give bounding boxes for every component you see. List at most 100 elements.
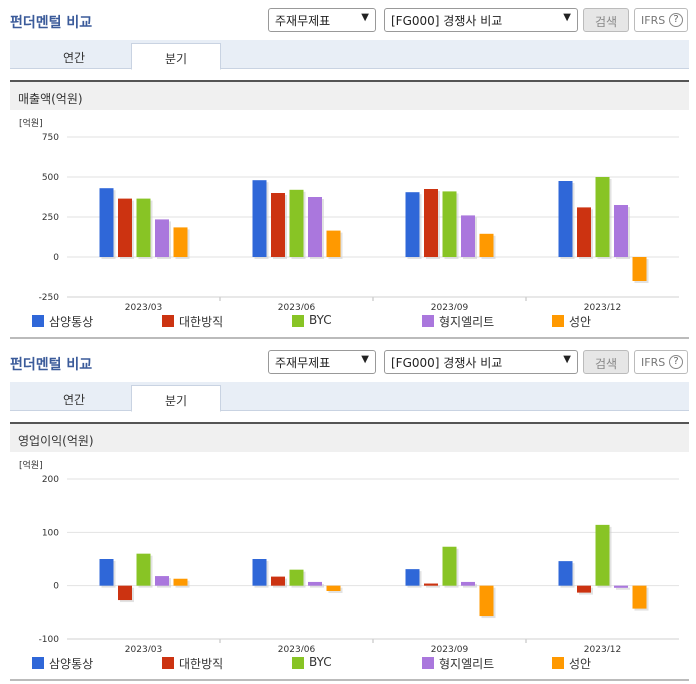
unit-label: [억원]	[19, 117, 43, 129]
bar-1-3[interactable]	[308, 581, 322, 586]
bar-0-0[interactable]	[99, 559, 114, 586]
compare-group-value: [FG000] 경쟁사 비교	[391, 356, 503, 370]
chevron-down-icon: ▼	[563, 12, 571, 23]
legend-swatch	[162, 657, 174, 669]
legend-label: 대한방직	[179, 315, 224, 329]
bar-0-1[interactable]	[118, 198, 132, 257]
bar-0-4[interactable]	[173, 227, 188, 257]
bar-1-2[interactable]	[289, 189, 304, 257]
legend-label: 형지엘리트	[439, 657, 495, 671]
section-title: 펀더멘털 비교	[10, 357, 93, 373]
bar-2-2[interactable]	[442, 546, 457, 586]
bar-0-2[interactable]	[136, 553, 151, 586]
bar-shadow	[463, 583, 477, 588]
fundamental-section-operating-profit: 펀더멘털 비교 주재무제표 ▼ [FG000] 경쟁사 비교 ▼ 검색 IFRS? 연간 분기 영…	[0, 342, 696, 684]
bar-3-3[interactable]	[614, 585, 628, 588]
y-tick-label: 0	[53, 582, 59, 592]
x-tick-label: 2023/09	[431, 645, 469, 652]
bar-2-3[interactable]	[461, 215, 475, 257]
y-tick-label: 250	[42, 213, 59, 223]
bar-2-3[interactable]	[461, 581, 475, 586]
section-divider	[10, 337, 689, 339]
section-header: 펀더멘털 비교 주재무제표 ▼ [FG000] 경쟁사 비교 ▼ 검색 IFRS?	[0, 0, 696, 38]
bar-3-0[interactable]	[558, 561, 573, 586]
section-header: 펀더멘털 비교 주재무제표 ▼ [FG000] 경쟁사 비교 ▼ 검색 IFRS?	[0, 342, 696, 380]
legend-swatch	[552, 657, 564, 669]
chevron-down-icon: ▼	[361, 354, 369, 365]
legend-swatch	[32, 657, 44, 669]
legend-swatch	[292, 315, 304, 327]
bar-chart: [억원] 200 100 0 -100 2023/03 2023/06 2023/09 2023…	[19, 459, 679, 652]
x-tick-label: 2023/06	[278, 303, 316, 310]
y-tick-label: 0	[53, 253, 59, 263]
ifrs-button[interactable]: IFRS?	[634, 350, 688, 374]
legend: 삼양통상 대한방직 BYC 형지엘리트 성안	[0, 654, 696, 672]
bar-1-3[interactable]	[308, 197, 322, 257]
bar-3-3[interactable]	[614, 205, 628, 257]
bar-0-1[interactable]	[118, 585, 132, 601]
legend-label: 삼양통상	[49, 657, 94, 671]
y-tick-label: -100	[39, 635, 60, 645]
bar-3-4[interactable]	[632, 585, 647, 609]
x-tick-label: 2023/03	[125, 303, 162, 310]
bar-1-0[interactable]	[252, 180, 267, 257]
bar-3-0[interactable]	[558, 181, 573, 257]
bar-3-1[interactable]	[577, 585, 591, 593]
ifrs-button[interactable]: IFRS?	[634, 8, 688, 32]
chevron-down-icon: ▼	[563, 354, 571, 365]
bar-0-3[interactable]	[155, 576, 169, 586]
legend-swatch	[32, 315, 44, 327]
bar-1-0[interactable]	[252, 559, 267, 586]
bar-2-2[interactable]	[442, 191, 457, 257]
bar-1-4[interactable]	[326, 585, 341, 591]
legend-label: BYC	[309, 313, 332, 327]
bar-3-4[interactable]	[632, 257, 647, 281]
bar-2-4[interactable]	[479, 233, 494, 257]
legend-swatch	[162, 315, 174, 327]
bar-2-0[interactable]	[405, 569, 420, 586]
y-tick-label: -250	[39, 293, 60, 303]
statement-type-select[interactable]: 주재무제표 ▼	[268, 8, 376, 32]
y-tick-label: 100	[42, 528, 59, 538]
x-tick-label: 2023/12	[584, 303, 621, 310]
bar-2-1[interactable]	[424, 583, 438, 586]
x-tick-label: 2023/06	[278, 645, 316, 652]
legend-label: 성안	[569, 315, 592, 329]
y-tick-label: 750	[42, 133, 59, 143]
bar-2-4[interactable]	[479, 585, 494, 617]
bar-1-1[interactable]	[271, 576, 285, 586]
tab-quarterly[interactable]: 분기	[131, 43, 221, 70]
search-button[interactable]: 검색	[583, 8, 629, 32]
bar-1-1[interactable]	[271, 193, 285, 257]
bar-3-1[interactable]	[577, 207, 591, 257]
bar-2-1[interactable]	[424, 189, 438, 257]
compare-group-select[interactable]: [FG000] 경쟁사 비교 ▼	[384, 350, 578, 374]
legend-label: 성안	[569, 657, 592, 671]
bar-0-2[interactable]	[136, 198, 151, 257]
chart-subtitle: 매출액(억원)	[10, 80, 689, 110]
period-tab-bar: 연간 분기	[10, 382, 689, 412]
bar-0-4[interactable]	[173, 578, 188, 586]
search-button[interactable]: 검색	[583, 350, 629, 374]
legend-label: BYC	[309, 655, 332, 669]
legend-swatch	[292, 657, 304, 669]
bar-1-4[interactable]	[326, 230, 341, 257]
tab-annual[interactable]: 연간	[62, 51, 86, 65]
bar-3-2[interactable]	[595, 524, 610, 586]
tab-annual[interactable]: 연간	[62, 393, 86, 407]
legend-label: 삼양통상	[49, 315, 94, 329]
bar-1-2[interactable]	[289, 569, 304, 586]
legend: 삼양통상 대한방직 BYC 형지엘리트 성안	[0, 312, 696, 330]
bar-3-2[interactable]	[595, 177, 610, 257]
unit-label: [억원]	[19, 459, 43, 471]
bar-0-3[interactable]	[155, 219, 169, 257]
compare-group-select[interactable]: [FG000] 경쟁사 비교 ▼	[384, 8, 578, 32]
y-tick-label: 500	[42, 173, 59, 183]
tab-quarterly[interactable]: 분기	[131, 385, 221, 412]
bar-0-0[interactable]	[99, 188, 114, 257]
bar-2-0[interactable]	[405, 192, 420, 257]
statement-type-select[interactable]: 주재무제표 ▼	[268, 350, 376, 374]
bar-chart: [억원] 750 500 250 0 -250 2023/03 2023/06 2023/09 2…	[19, 117, 679, 310]
legend-swatch	[422, 657, 434, 669]
statement-type-value: 주재무제표	[275, 356, 331, 370]
